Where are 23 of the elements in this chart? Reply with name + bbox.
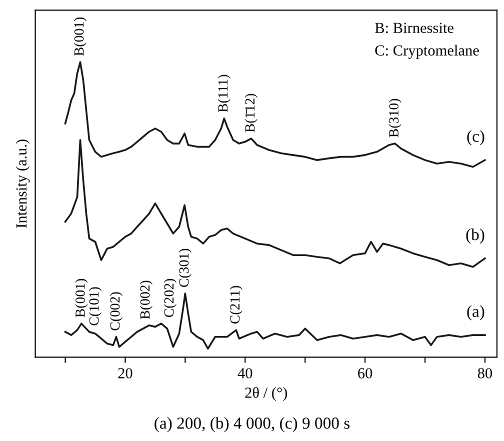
- annotation: B(002): [140, 280, 152, 320]
- series-label: (b): [466, 228, 484, 244]
- x-tick-label: 40: [238, 368, 252, 378]
- annotation: C(002): [110, 292, 123, 330]
- x-axis-title: 2θ / (°): [245, 387, 288, 401]
- x-tick-label: 20: [118, 368, 132, 378]
- annotation: B(310): [388, 98, 402, 138]
- annotation: C(211): [230, 286, 242, 324]
- annotation: B(001): [74, 17, 87, 56]
- annotation: C(101): [88, 287, 102, 326]
- text: (a) 200, (b) 4 000, (c) 9 000 s: [154, 417, 350, 432]
- annotation: B(1̄12): [244, 94, 258, 132]
- x-tick-label: 80: [478, 368, 492, 378]
- annotation: C(301): [178, 248, 192, 287]
- text: B: Birnessite: [375, 22, 454, 34]
- annotation: B(001): [75, 278, 88, 318]
- y-axis-title: Intensity (a.u.): [16, 140, 30, 228]
- x-tick-label: 60: [358, 368, 372, 378]
- annotation: B(111): [218, 74, 230, 112]
- series-label: (a): [467, 305, 484, 320]
- text: C: Cryptomelane: [375, 44, 479, 59]
- series-label: (c): [467, 130, 484, 146]
- annotation: C(202): [164, 278, 176, 318]
